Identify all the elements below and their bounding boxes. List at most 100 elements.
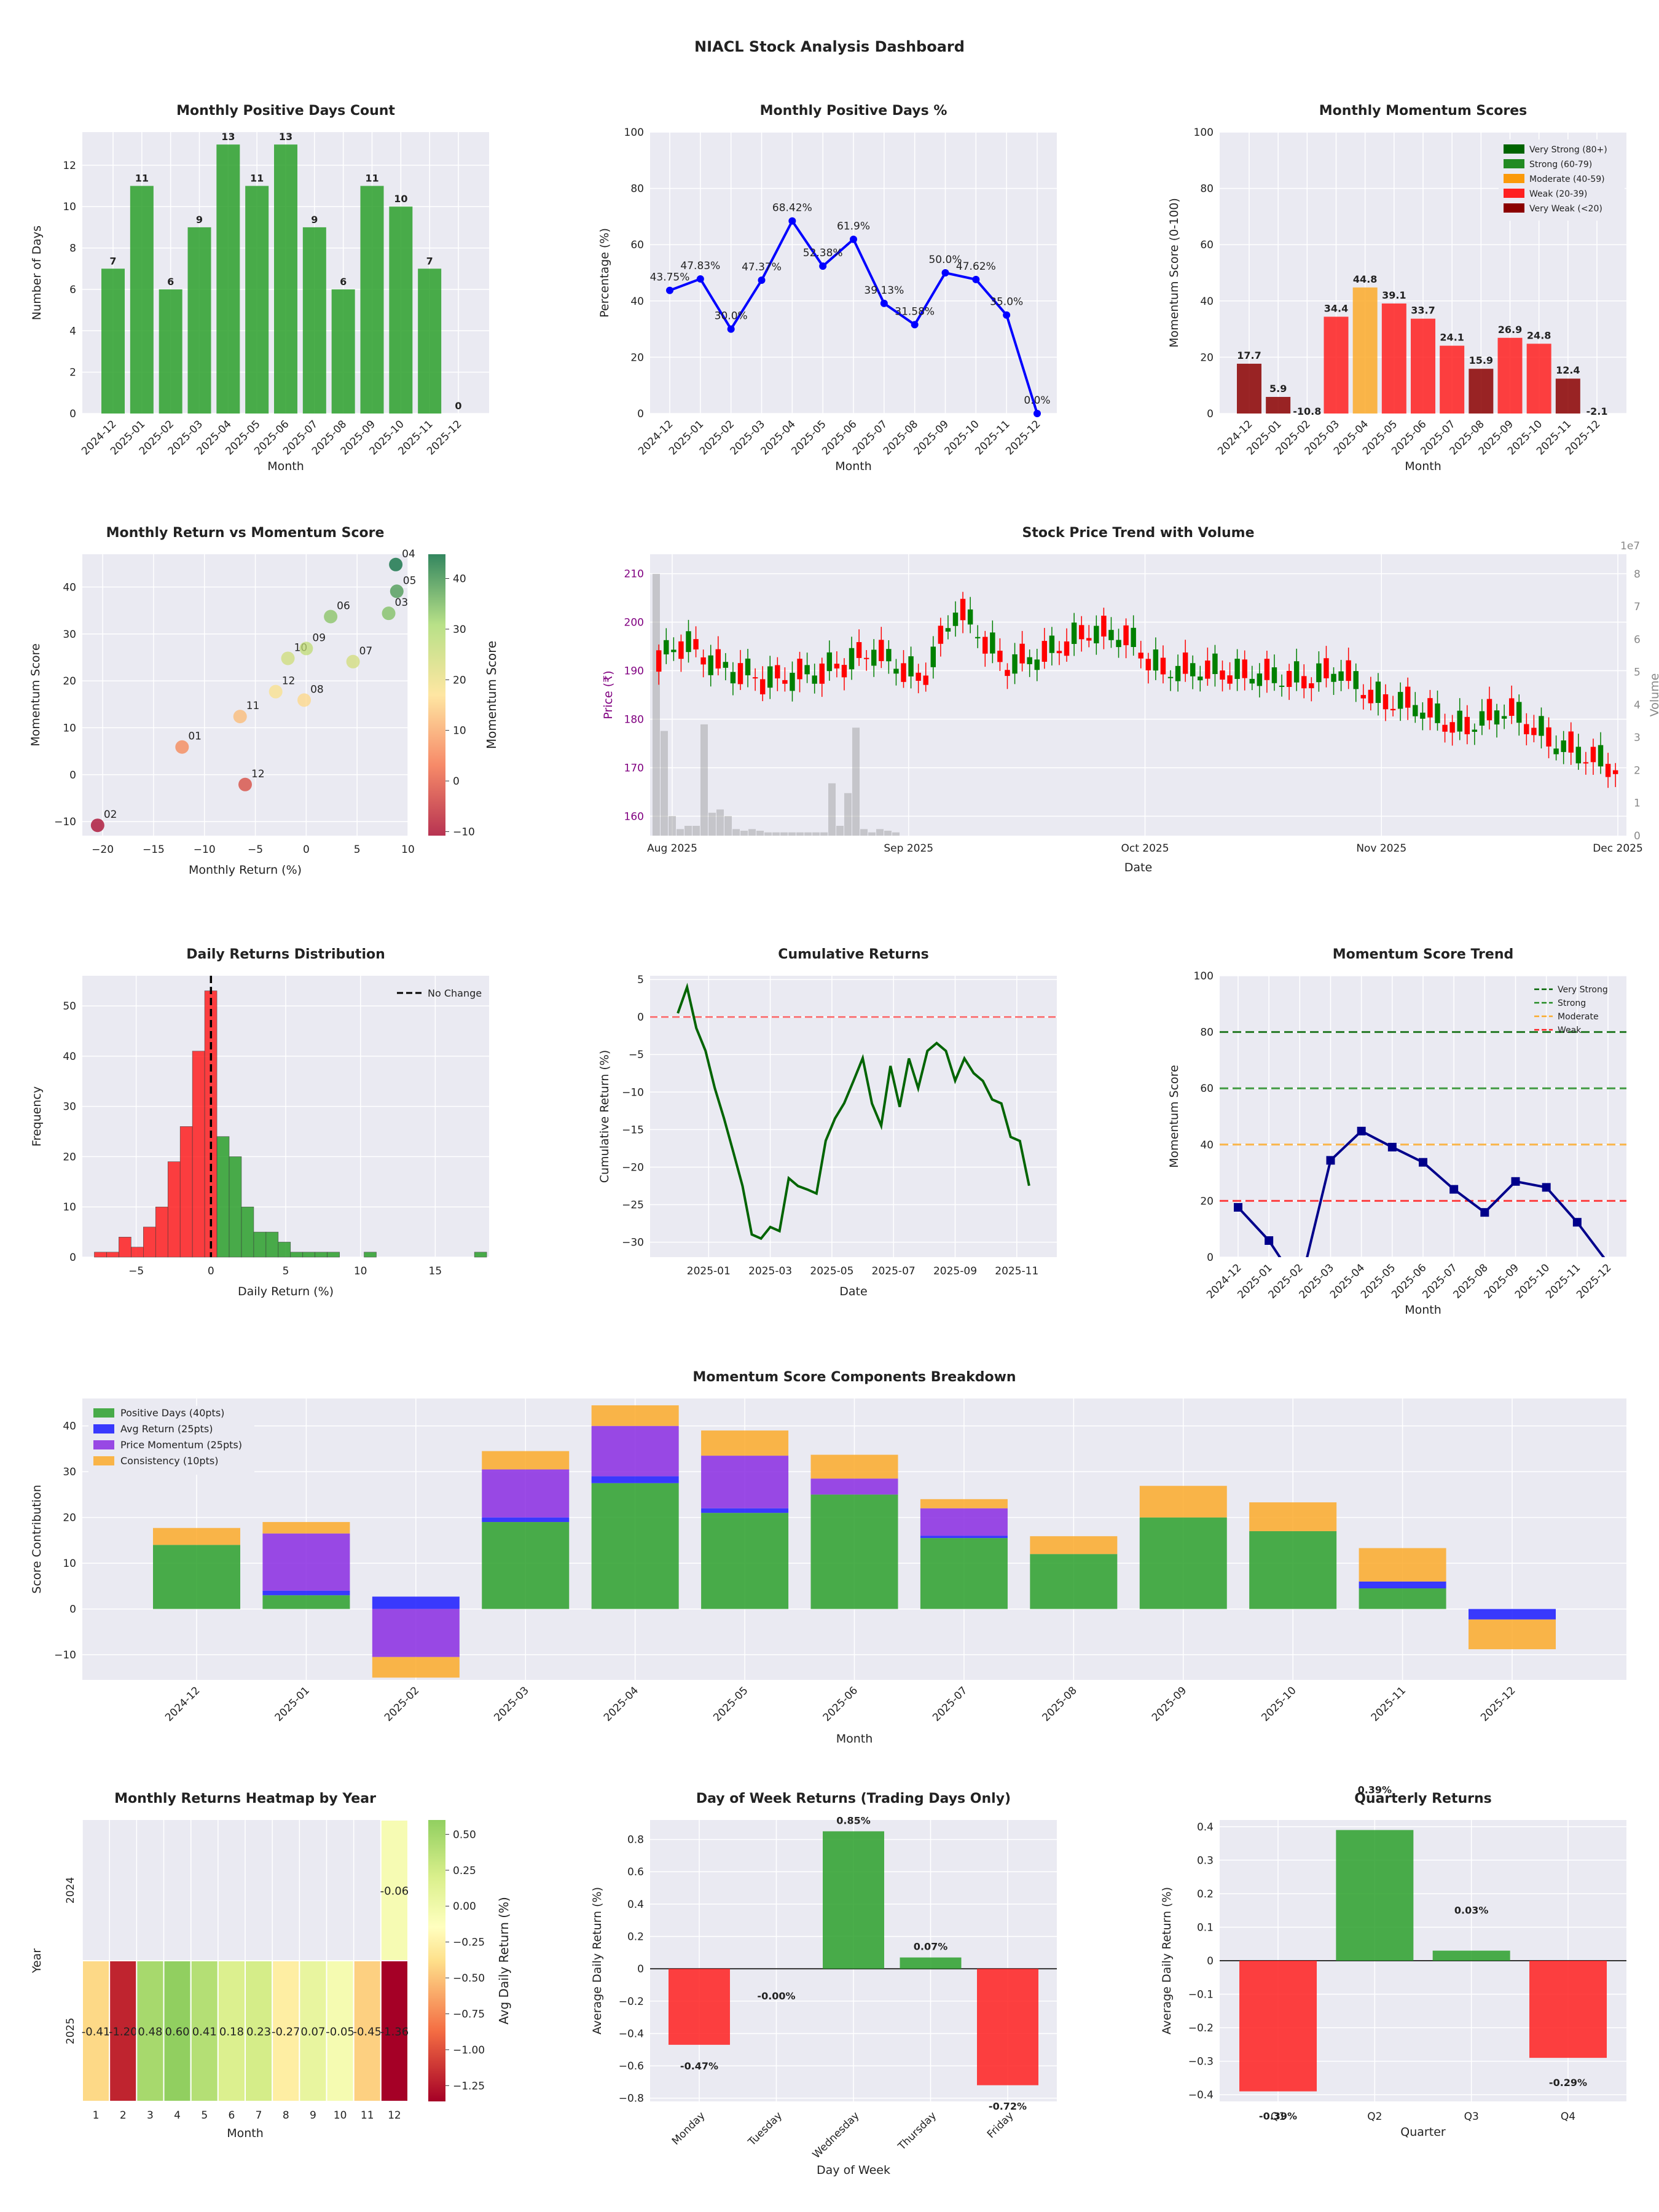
candle-body xyxy=(1353,671,1359,689)
x-axis-label: Month xyxy=(836,1732,873,1746)
y-axis-label: Momentum Score (0-100) xyxy=(1167,198,1181,348)
y-tick-label: 80 xyxy=(1200,183,1214,195)
volume-bar xyxy=(653,573,660,836)
x-tick-label: 2025-01 xyxy=(687,1265,731,1277)
x-tick-label: Dec 2025 xyxy=(1593,842,1643,855)
y-tick-label: 2025 xyxy=(65,2018,77,2044)
bar xyxy=(274,144,297,414)
trend-marker xyxy=(1511,1177,1520,1186)
stacked-bar-segment xyxy=(1249,1502,1337,1531)
point-label: 05 xyxy=(403,575,417,587)
candle-body xyxy=(1242,659,1247,678)
chart-title: Monthly Positive Days Count xyxy=(176,103,395,119)
colorbar-tick-label: −0.75 xyxy=(453,2008,485,2020)
bar-value-label: 0.07% xyxy=(914,1941,948,1953)
stacked-bar-segment xyxy=(1030,1554,1118,1609)
heatmap-cell xyxy=(163,1960,192,2102)
x-tick-label: 2025-09 xyxy=(933,1265,977,1277)
y-tick-label: −0.4 xyxy=(619,2028,644,2040)
bar-value-label: 6 xyxy=(340,276,347,288)
y-tick-label: 0.4 xyxy=(627,1899,644,1911)
legend-label: Weak (20-39) xyxy=(1529,189,1587,199)
volume-bar xyxy=(732,829,740,836)
cell-value-label: 0.07 xyxy=(300,2026,325,2039)
legend-label: Price Momentum (25pts) xyxy=(120,1439,242,1451)
candle-body xyxy=(1598,745,1604,767)
y-tick-label: −0.3 xyxy=(1188,2056,1214,2068)
cell-value-label: -0.27 xyxy=(272,2026,300,2039)
x-axis-label: Monthly Return (%) xyxy=(189,863,302,877)
candle-body xyxy=(990,632,995,654)
y2-tick-label: 4 xyxy=(1634,699,1641,712)
candle-body xyxy=(1316,663,1322,683)
x-tick-label: Thursday xyxy=(895,2109,939,2153)
candle-body xyxy=(1056,651,1062,654)
candle-body xyxy=(723,662,729,668)
candle-body xyxy=(982,637,988,654)
x-tick-label: Oct 2025 xyxy=(1121,842,1169,855)
y-tick-label: 100 xyxy=(624,127,644,139)
x-tick-label: −5 xyxy=(248,844,263,856)
y-tick-label: 0 xyxy=(637,1963,644,1975)
x-axis-label: Month xyxy=(1405,1303,1441,1317)
histogram-bar xyxy=(167,1161,181,1258)
volume-bar xyxy=(780,832,788,836)
bar-value-label: 11 xyxy=(365,173,378,184)
candle-body xyxy=(671,649,677,653)
bar xyxy=(245,186,269,414)
colorbar-tick-label: 10 xyxy=(453,725,466,737)
y-tick-label: 0 xyxy=(1207,1955,1214,1967)
x-tick-label: 10 xyxy=(401,844,415,856)
bar xyxy=(1324,316,1349,414)
bar-value-label: -0.00% xyxy=(757,1990,795,2002)
candle-body xyxy=(849,648,855,670)
colorbar-tick-label: 0 xyxy=(453,775,460,788)
bar-value-label: -0.39% xyxy=(1259,2111,1297,2122)
candle-body xyxy=(952,612,959,626)
scatter-point xyxy=(269,684,283,699)
stacked-bar-segment xyxy=(810,1494,898,1609)
y-tick-label: −0.6 xyxy=(619,2060,644,2073)
y-tick-label: −5 xyxy=(629,1049,644,1061)
x-tick-label: 8 xyxy=(283,2109,289,2122)
candle-body xyxy=(1198,677,1203,681)
bar-value-label: 11 xyxy=(250,173,264,184)
point-label: 03 xyxy=(395,597,409,609)
bar-value-label: 24.1 xyxy=(1440,332,1464,343)
cell-value-label: -0.41 xyxy=(82,2026,111,2039)
stacked-bar-segment xyxy=(153,1545,240,1609)
candle-body xyxy=(1486,699,1492,721)
chart-title: Momentum Score Components Breakdown xyxy=(692,1370,1016,1385)
bar-value-label: 33.7 xyxy=(1411,305,1435,316)
candle-body xyxy=(826,652,833,672)
stacked-bar-segment xyxy=(372,1596,460,1609)
bar xyxy=(1555,378,1580,414)
bar-value-label: 9 xyxy=(311,214,318,226)
x-axis-label: Month xyxy=(227,2127,264,2140)
colorbar-tick-label: 40 xyxy=(453,573,466,586)
x-tick-label: Friday xyxy=(985,2109,1016,2141)
candle-body xyxy=(1420,712,1426,719)
bar-value-label: -0.47% xyxy=(680,2060,718,2072)
candle-body xyxy=(1375,681,1381,704)
candle-body xyxy=(1472,729,1478,732)
candle-body xyxy=(1227,675,1233,684)
volume-bar xyxy=(684,826,692,836)
bar xyxy=(101,269,125,414)
x-tick-label: 0 xyxy=(303,844,310,856)
volume-bar xyxy=(661,731,668,836)
legend-swatch xyxy=(93,1440,114,1449)
candle-body xyxy=(1590,747,1596,763)
volume-bar xyxy=(828,783,836,836)
y-tick-label: 0 xyxy=(637,408,644,420)
candle-body xyxy=(945,628,951,632)
candle-body xyxy=(775,665,780,679)
candle-body xyxy=(1094,626,1099,644)
x-axis-label: Date xyxy=(839,1285,867,1298)
cell-value-label: -1.36 xyxy=(380,2026,409,2039)
y-tick-label: 20 xyxy=(63,1151,76,1163)
y2-tick-label: 6 xyxy=(1634,633,1641,646)
histogram-bar xyxy=(265,1231,279,1258)
y-tick-label: 210 xyxy=(624,568,644,581)
legend-label: Weak xyxy=(1558,1026,1582,1035)
